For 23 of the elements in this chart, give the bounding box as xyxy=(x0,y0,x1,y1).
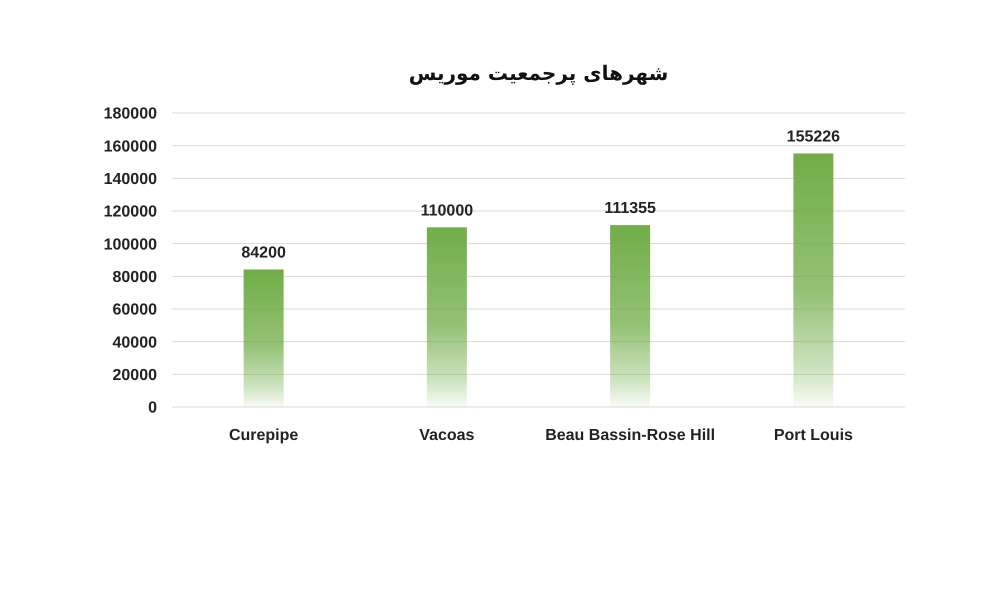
y-tick-label: 160000 xyxy=(104,138,158,156)
y-tick-label: 120000 xyxy=(104,204,158,221)
data-label: 155226 xyxy=(786,128,840,146)
x-tick-label: Port Louis xyxy=(774,427,854,444)
y-tick-label: 140000 xyxy=(104,170,158,188)
bar xyxy=(244,269,284,407)
y-tick-label: 20000 xyxy=(112,366,158,384)
x-tick-label: Vacoas xyxy=(419,427,475,444)
y-tick-label: 80000 xyxy=(112,268,158,286)
y-tick-label: 60000 xyxy=(112,302,158,319)
y-tick-label: 100000 xyxy=(104,236,158,254)
bar xyxy=(793,153,834,407)
y-tick-label: 40000 xyxy=(112,334,158,352)
y-tick-label: 180000 xyxy=(104,106,158,123)
data-label: 110000 xyxy=(420,202,474,220)
bar xyxy=(426,227,467,407)
data-label: 84200 xyxy=(241,244,286,262)
y-tick-label: 0 xyxy=(148,400,158,417)
bar xyxy=(610,225,650,407)
data-label: 111355 xyxy=(604,200,656,218)
x-tick-label: Curepipe xyxy=(228,427,298,444)
chart-title: شهرهای پرجمعیت موریس xyxy=(408,61,668,85)
x-tick-label: Beau Bassin-Rose Hill xyxy=(545,427,716,444)
